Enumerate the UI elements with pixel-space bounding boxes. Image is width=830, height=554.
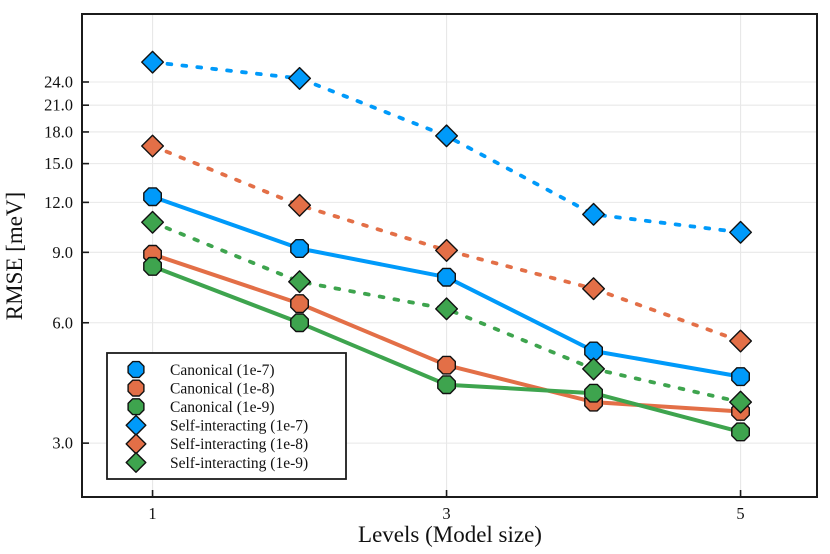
circle-marker xyxy=(143,256,163,276)
diamond-marker xyxy=(141,50,165,74)
circle-marker xyxy=(290,238,309,258)
series-1 xyxy=(143,187,750,387)
diamond-marker xyxy=(435,238,459,262)
diamond-marker xyxy=(729,220,753,244)
series-6 xyxy=(141,210,753,414)
circle-marker xyxy=(731,367,750,387)
legend-item-label: Self-interacting (1e-9) xyxy=(170,455,308,472)
diamond-marker xyxy=(729,390,753,414)
circle-marker xyxy=(127,379,145,397)
series-3 xyxy=(143,256,750,442)
y-tick-label: 15.0 xyxy=(44,154,73,173)
legend-item: Self-interacting (1e-7) xyxy=(125,414,308,436)
diamond-marker xyxy=(288,270,312,294)
plot-frame xyxy=(81,13,818,498)
legend-item: Canonical (1e-8) xyxy=(127,379,275,397)
axis-ticks xyxy=(82,81,742,497)
circle-marker xyxy=(437,375,456,395)
circle-marker xyxy=(584,383,603,403)
legend-item-label: Canonical (1e-8) xyxy=(170,380,275,397)
diamond-marker xyxy=(582,357,606,381)
series-4 xyxy=(141,50,753,244)
axes-frame xyxy=(81,13,818,498)
diamond-marker xyxy=(288,66,312,90)
x-tick-label: 1 xyxy=(148,504,156,523)
circle-marker xyxy=(584,341,603,361)
legend: Canonical (1e-7)Canonical (1e-8) Canonica… xyxy=(106,352,347,480)
y-axis-label: RMSE [meV] xyxy=(2,192,27,320)
circle-marker xyxy=(290,313,309,333)
legend-item-label: Canonical (1e-7) xyxy=(170,362,275,379)
y-tick-label: 18.0 xyxy=(44,122,73,141)
circle-marker xyxy=(437,267,456,287)
circle-marker xyxy=(127,398,145,416)
circle-marker xyxy=(143,187,163,207)
legend-item: Self-interacting (1e-8) xyxy=(125,433,308,455)
x-axis-label: Levels (Model size) xyxy=(358,522,542,547)
diamond-marker xyxy=(435,297,459,321)
circle-marker xyxy=(437,355,456,375)
y-tick-label: 21.0 xyxy=(44,96,73,115)
series-5 xyxy=(141,134,753,353)
data-series xyxy=(141,50,753,442)
legend-box xyxy=(106,352,347,480)
circle-marker xyxy=(731,422,750,442)
x-tick-label: 3 xyxy=(442,504,450,523)
diamond-marker xyxy=(582,202,606,226)
diamond-marker xyxy=(141,210,165,234)
diamond-marker xyxy=(125,452,147,473)
circle-marker xyxy=(127,360,145,379)
circle-marker xyxy=(290,294,309,314)
y-tick-label: 9.0 xyxy=(52,243,73,262)
diamond-marker xyxy=(435,124,459,148)
diamond-marker xyxy=(288,193,312,217)
legend-item-label: Self-interacting (1e-8) xyxy=(170,436,308,453)
series-line xyxy=(150,220,743,405)
diamond-marker xyxy=(729,329,753,353)
y-tick-label: 6.0 xyxy=(52,313,73,332)
y-tick-label: 24.0 xyxy=(44,72,73,91)
y-tick-label: 12.0 xyxy=(44,193,73,212)
legend-item: Self-interacting (1e-9) xyxy=(125,452,308,473)
series-line xyxy=(150,144,743,344)
x-tick-label: 5 xyxy=(736,504,744,523)
legend-item: Canonical (1e-7) xyxy=(127,360,275,379)
legend-item-label: Canonical (1e-9) xyxy=(170,399,275,416)
tick-labels: 1 3 5 3.0 6.0 9.0 12.0 15.0 18.0 21.0 24.0 xyxy=(44,72,745,523)
diamond-marker xyxy=(141,134,165,158)
legend-item: Canonical (1e-9) xyxy=(127,398,275,416)
diamond-marker xyxy=(582,277,606,301)
legend-item-label: Self-interacting (1e-7) xyxy=(170,418,308,435)
y-tick-label: 3.0 xyxy=(52,434,73,453)
